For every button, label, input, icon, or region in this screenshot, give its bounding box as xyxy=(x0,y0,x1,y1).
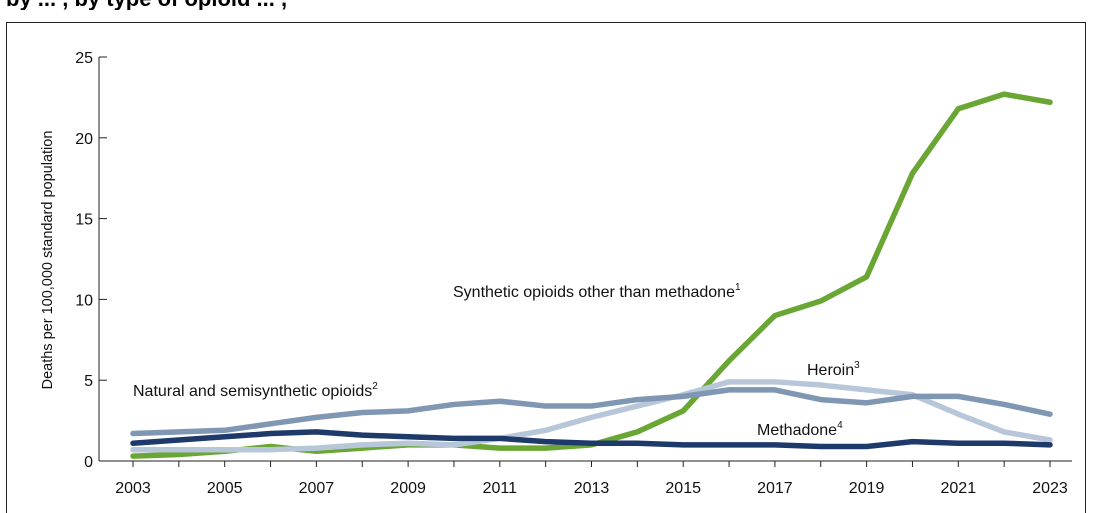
x-tick-label: 2023 xyxy=(1032,480,1068,497)
x-tick-label: 2005 xyxy=(207,480,243,497)
y-tick-label: 0 xyxy=(84,454,93,471)
series-label-natural: Natural and semisynthetic opioids2 xyxy=(133,381,378,400)
x-tick-label: 2017 xyxy=(757,480,793,497)
series-label-methadone-footnote: 4 xyxy=(837,420,843,431)
series-lines xyxy=(130,91,1053,459)
x-tick-label: 2011 xyxy=(483,480,518,497)
x-tick-label: 2007 xyxy=(299,480,335,497)
series-label-synthetic-footnote: 1 xyxy=(735,282,741,293)
x-tick-label: 2015 xyxy=(665,480,701,497)
y-tick-label: 25 xyxy=(75,50,93,67)
series-label-heroin-name: Heroin xyxy=(807,362,854,379)
y-tick-label: 20 xyxy=(75,131,93,148)
x-tick-label: 2019 xyxy=(849,480,885,497)
y-tick-label: 5 xyxy=(84,373,93,390)
series-label-natural-footnote: 2 xyxy=(372,381,378,392)
y-tick-label: 10 xyxy=(75,292,93,309)
series-label-methadone-name: Methadone xyxy=(757,422,837,439)
x-tick-label: 2013 xyxy=(574,480,610,497)
series-line-synthetic xyxy=(130,91,1053,459)
x-tick-label: 2021 xyxy=(941,480,977,497)
chart-frame xyxy=(6,22,1086,513)
x-tick-label: 2003 xyxy=(115,480,151,497)
series-label-heroin-footnote: 3 xyxy=(854,360,860,371)
axes: 0 5 10 15 20 25 2003 2005 2007 2009 2011 2013 2015 20… xyxy=(75,50,1072,497)
x-tick-label: 2009 xyxy=(390,480,426,497)
series-label-synthetic-name: Synthetic opioids other than methadone xyxy=(453,284,735,301)
series-label-heroin: Heroin3 xyxy=(807,360,860,379)
series-label-synthetic: Synthetic opioids other than methadone1 xyxy=(453,282,741,301)
series-label-methadone: Methadone4 xyxy=(757,420,843,439)
page-title: by ... , by type of opioid ... , xyxy=(6,0,1086,10)
series-label-natural-name: Natural and semisynthetic opioids xyxy=(133,383,372,400)
y-axis-label: Deaths per 100,000 standard population xyxy=(40,131,56,390)
y-tick-label: 15 xyxy=(75,212,93,229)
